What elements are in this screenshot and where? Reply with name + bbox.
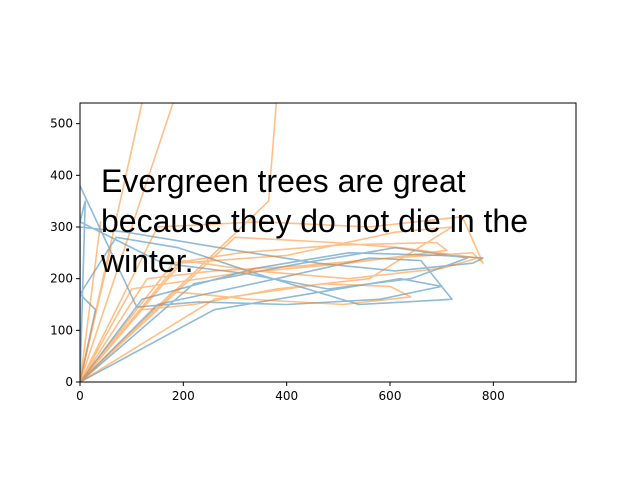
y-tick-label: 200 (50, 272, 73, 286)
x-tick-label: 0 (76, 389, 84, 403)
y-tick-label: 500 (50, 117, 73, 131)
series-line-2 (80, 103, 484, 382)
x-tick-label: 200 (172, 389, 195, 403)
y-tick-label: 300 (50, 220, 73, 234)
series-layer (80, 103, 484, 382)
annotation-line-2: because they do not die in the (101, 203, 528, 239)
annotation-line-3: winter. (100, 243, 193, 279)
y-tick-label: 400 (50, 168, 73, 182)
y-tick-label: 0 (65, 375, 73, 389)
annotation-line-1: Evergreen trees are great (101, 163, 466, 199)
y-axis: 0 100 200 300 400 500 (50, 117, 80, 389)
x-tick-label: 600 (379, 389, 402, 403)
x-tick-label: 800 (482, 389, 505, 403)
x-tick-label: 400 (275, 389, 298, 403)
plot-frame (79, 102, 577, 383)
x-axis: 0 200 400 600 800 (76, 382, 505, 403)
y-tick-label: 100 (50, 323, 73, 337)
